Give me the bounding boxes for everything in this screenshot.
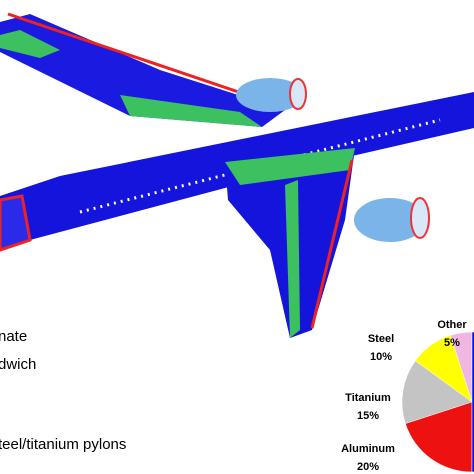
wing-fairing [225, 148, 355, 185]
slice-value: 5% [444, 337, 460, 349]
slice-value: 15% [357, 410, 379, 422]
leading-edge [7, 12, 281, 108]
wing-panel [285, 180, 300, 338]
slice-label: Steel [368, 333, 394, 345]
far-wing [0, 14, 285, 127]
legend-text: teel/titanium pylons [0, 436, 126, 453]
engine [236, 78, 304, 112]
pie-slice [401, 360, 473, 424]
slice-label: Aluminum [341, 443, 395, 455]
slice-value: 20% [357, 461, 379, 473]
legend-text: dwich [0, 356, 36, 373]
legend-text: nate [0, 328, 27, 345]
windows [79, 118, 441, 214]
airplane [0, 12, 474, 338]
slice-label: Other [437, 319, 467, 331]
slice-label: Titanium [345, 392, 391, 404]
leading-edge [310, 159, 354, 329]
wing-panel [120, 95, 262, 127]
slice-value: 10% [370, 351, 392, 363]
pie-slice [405, 401, 473, 473]
engine-inlet [289, 78, 307, 110]
engine-inlet [410, 197, 430, 239]
pie-chart: Other 5% Steel 10% Titanium 15% Aluminum 20% [341, 319, 474, 473]
tail [0, 194, 32, 252]
engine [354, 198, 426, 242]
wing-panel [0, 30, 60, 58]
